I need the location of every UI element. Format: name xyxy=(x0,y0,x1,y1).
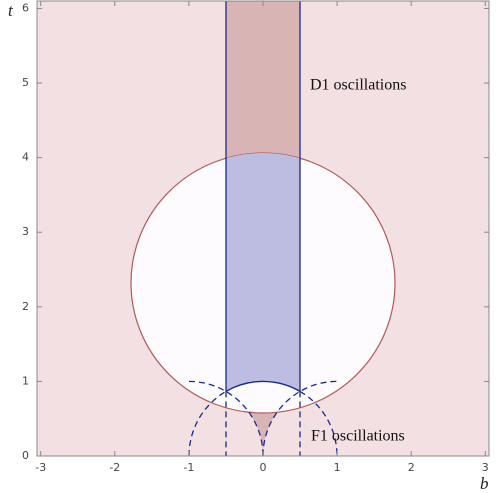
annotation: F1 oscillations xyxy=(311,428,405,445)
x-tick-label: -3 xyxy=(35,461,46,474)
x-tick-label: 1 xyxy=(334,461,341,474)
y-tick-label: 4 xyxy=(22,151,29,164)
y-axis-label: t xyxy=(8,1,14,20)
x-tick-label: -2 xyxy=(109,461,120,474)
annotation: D1 oscillations xyxy=(310,77,406,94)
y-tick-label: 1 xyxy=(22,374,29,387)
y-tick-label: 0 xyxy=(22,449,29,462)
blue-strip xyxy=(226,153,300,392)
f1-wedge xyxy=(226,391,300,456)
y-tick-label: 5 xyxy=(22,76,29,89)
y-tick-label: 6 xyxy=(22,1,29,14)
x-tick-label: 0 xyxy=(260,461,267,474)
x-tick-label: 2 xyxy=(408,461,415,474)
x-tick-label: 3 xyxy=(482,461,489,474)
right-arc xyxy=(262,380,338,457)
plot-regions xyxy=(37,1,489,457)
x-tick-label: -1 xyxy=(183,461,194,474)
y-tick-label: 2 xyxy=(22,300,29,313)
left-arc xyxy=(188,380,264,457)
x-axis-label: b xyxy=(480,474,489,493)
y-tick-label: 3 xyxy=(22,225,29,238)
solid-arc xyxy=(225,380,301,393)
dashed-arcs xyxy=(188,380,338,457)
